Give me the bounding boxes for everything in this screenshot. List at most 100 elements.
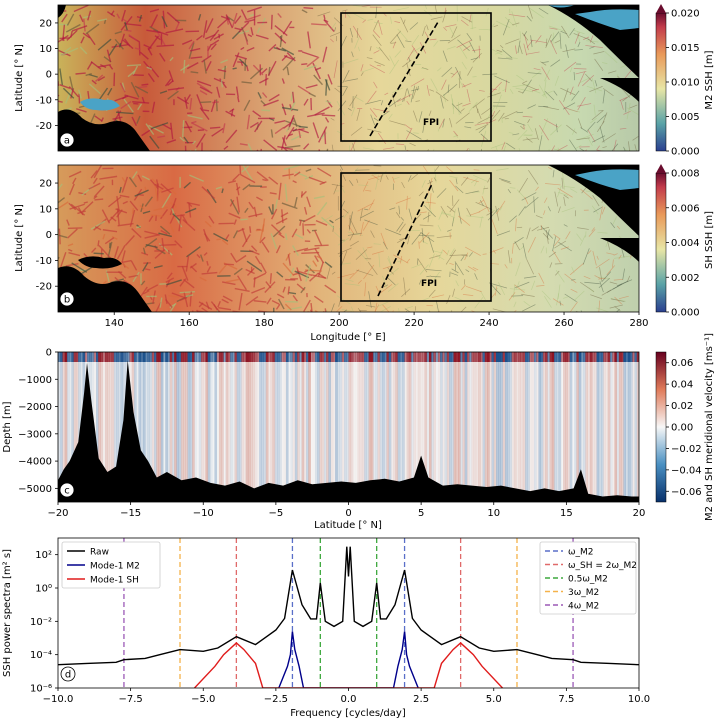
texture-stroke [511, 295, 524, 297]
velocity-stripe [605, 352, 609, 502]
surface-velocity [377, 352, 381, 362]
surface-velocity [71, 352, 75, 362]
texture-stroke [182, 120, 185, 138]
velocity-stripe [290, 352, 294, 502]
texture-stroke [270, 208, 278, 220]
texture-stroke [531, 70, 541, 79]
texture-stroke [226, 16, 235, 22]
texture-stroke [343, 210, 350, 219]
texture-stroke [513, 237, 524, 244]
texture-stroke [357, 202, 374, 212]
texture-stroke [494, 286, 498, 296]
texture-stroke [397, 28, 408, 41]
texture-stroke [184, 294, 194, 298]
texture-stroke [282, 286, 286, 293]
texture-stroke [461, 82, 472, 88]
velocity-stripe [399, 352, 403, 502]
texture-stroke [601, 271, 612, 283]
texture-stroke [392, 41, 396, 49]
texture-stroke [286, 66, 290, 76]
texture-stroke [523, 301, 531, 307]
texture-stroke [533, 68, 541, 71]
velocity-stripe [630, 352, 633, 502]
surface-velocity [352, 352, 356, 362]
texture-stroke [259, 77, 269, 84]
texture-stroke [608, 70, 617, 74]
texture-stroke [602, 90, 606, 104]
texture-stroke [94, 226, 102, 231]
velocity-stripe [350, 352, 354, 502]
texture-stroke [284, 233, 288, 241]
texture-stroke [150, 214, 163, 217]
surface-velocity [556, 352, 559, 362]
texture-stroke [66, 13, 75, 26]
texture-stroke [574, 32, 580, 44]
velocity-stripe [154, 352, 157, 502]
texture-stroke [496, 20, 511, 29]
colorbar-tick-label: 0.006 [671, 203, 700, 214]
texture-stroke [233, 219, 237, 225]
texture-stroke [469, 41, 476, 53]
texture-stroke [292, 245, 299, 256]
surface-velocity [102, 352, 106, 362]
surface-velocity [563, 352, 566, 362]
velocity-stripe [209, 352, 213, 502]
texture-stroke [235, 86, 239, 98]
velocity-stripe [498, 352, 501, 502]
x-tick-label: −20 [47, 508, 68, 519]
texture-stroke [337, 247, 352, 255]
velocity-stripe [538, 352, 542, 502]
y-tick-label: 10⁻⁴ [30, 650, 52, 661]
texture-stroke [420, 232, 435, 243]
texture-stroke [292, 180, 297, 184]
texture-stroke [489, 247, 504, 254]
velocity-stripe [379, 352, 383, 502]
surface-velocity [437, 352, 441, 362]
surface-velocity [209, 352, 213, 362]
texture-stroke [401, 181, 405, 189]
velocity-stripe [361, 352, 365, 502]
texture-stroke [523, 43, 528, 56]
texture-stroke [613, 253, 618, 256]
texture-stroke [301, 9, 308, 14]
texture-stroke [83, 18, 86, 32]
texture-stroke [612, 143, 619, 151]
texture-stroke [142, 247, 146, 254]
texture-stroke [270, 224, 282, 235]
texture-stroke [467, 266, 477, 272]
texture-stroke [364, 208, 369, 211]
texture-stroke [137, 85, 148, 89]
velocity-stripe [473, 352, 477, 502]
texture-stroke [458, 215, 471, 226]
velocity-stripe [402, 352, 405, 502]
surface-velocity [330, 352, 334, 362]
texture-stroke [261, 241, 270, 253]
texture-stroke [544, 197, 548, 204]
land-australia [58, 109, 150, 151]
surface-velocity [299, 352, 302, 362]
texture-stroke [569, 109, 581, 113]
x-tick-labels: −10.0 −7.5 −5.0 −2.5 0.0 2.5 5.0 7.5 10.0 [43, 688, 650, 705]
texture-stroke [187, 114, 203, 120]
texture-stroke [93, 165, 102, 179]
surface-velocity [216, 352, 220, 362]
texture-stroke [555, 270, 560, 276]
texture-stroke [468, 252, 473, 257]
texture-stroke [141, 175, 150, 181]
texture-stroke [222, 295, 233, 302]
texture-stroke [429, 38, 437, 41]
texture-stroke [518, 206, 526, 216]
surface-velocity [636, 352, 639, 362]
texture-stroke [323, 19, 335, 32]
texture-stroke [472, 267, 479, 271]
texture-stroke [196, 94, 204, 110]
texture-stroke [151, 101, 156, 113]
surface-velocity [489, 352, 492, 362]
texture-stroke [166, 272, 173, 280]
texture-stroke [275, 303, 281, 310]
surface-velocity [442, 352, 445, 362]
texture-stroke [296, 267, 302, 282]
annotation-fpi: FPI [421, 279, 437, 289]
colorbar-tick-label: −0.04 [671, 465, 702, 476]
texture-stroke [514, 284, 525, 293]
